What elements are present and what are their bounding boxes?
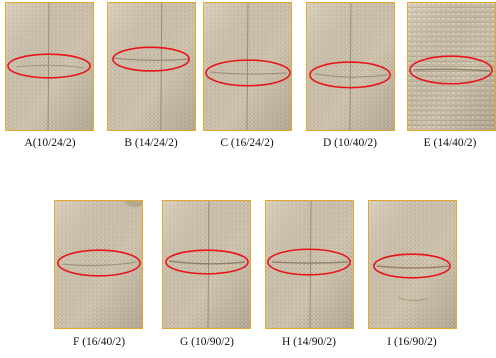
fabric-sample-i [368, 200, 457, 329]
sample-label-d: D (10/40/2) [323, 137, 377, 149]
fabric-sample-e [407, 2, 496, 131]
seam-highlight-ellipse [57, 249, 141, 277]
sample-label-c: C (16/24/2) [220, 137, 274, 149]
fabric-sample-f [54, 200, 143, 329]
seam-highlight-ellipse [7, 53, 91, 79]
fabric-sample-b [107, 2, 196, 131]
sample-label-e: E (14/40/2) [423, 137, 477, 149]
sample-label-h: H (14/90/2) [282, 336, 336, 348]
sample-label-a: A(10/24/2) [24, 137, 76, 149]
fabric-sample-h [265, 200, 354, 329]
sample-label-i: I (16/90/2) [387, 336, 437, 348]
sample-label-f: F (16/40/2) [72, 336, 126, 348]
seam-highlight-ellipse [409, 55, 493, 85]
fabric-sample-a [5, 2, 94, 131]
seam-highlight-ellipse [112, 46, 190, 72]
fabric-sample-c [203, 2, 292, 131]
sample-label-b: B (14/24/2) [124, 137, 178, 149]
seam-highlight-ellipse [165, 249, 249, 275]
seam-highlight-ellipse [267, 248, 351, 276]
seam-highlight-ellipse [205, 59, 291, 87]
sample-label-g: G (10/90/2) [180, 336, 234, 348]
fabric-sample-d [306, 2, 395, 131]
fabric-sample-g [162, 200, 251, 329]
seam-highlight-ellipse [373, 253, 451, 279]
seam-highlight-ellipse [309, 61, 391, 89]
